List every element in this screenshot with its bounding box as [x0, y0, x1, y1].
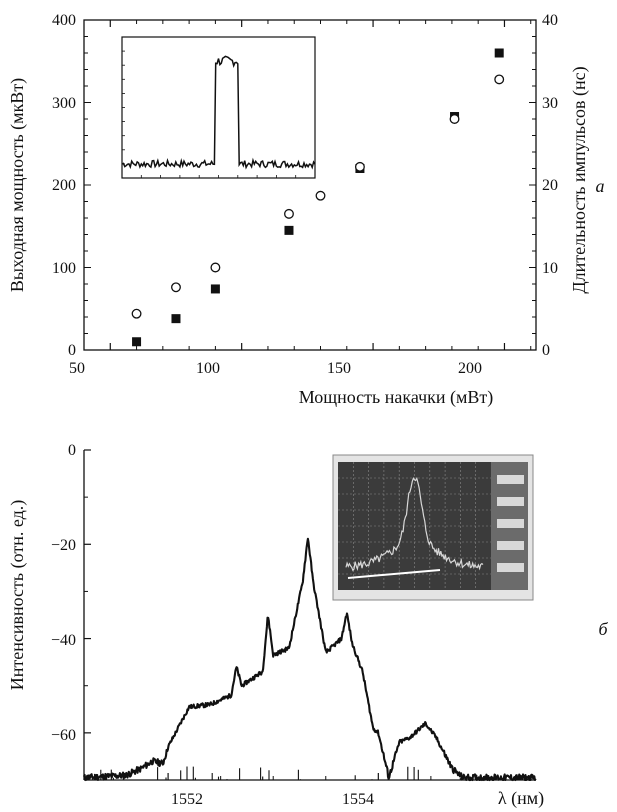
photo-side-box	[497, 563, 524, 572]
y-tick-label: 0	[68, 342, 76, 359]
data-point-square	[132, 337, 142, 347]
panel-b-tick-labels: 0 −20 −40 −60 1552 1554	[51, 442, 374, 808]
panel-a-ticks	[84, 19, 536, 351]
photo-side-box	[497, 497, 524, 506]
spectrum-noise-floor	[84, 766, 536, 781]
inset-a-frame	[121, 36, 316, 179]
y-axis-label: Выходная мощность (мкВт)	[7, 78, 28, 292]
inset-a	[121, 36, 316, 179]
y-tick-label: −20	[51, 537, 76, 554]
y-tick-label: −40	[51, 632, 76, 649]
panel-b: 0 −20 −40 −60 1552 1554 λ (нм) Интенсивн…	[7, 442, 608, 809]
data-point-circle	[171, 282, 181, 293]
y-tick-label: 200	[52, 177, 76, 194]
y-tick-label: −60	[51, 727, 76, 744]
data-point-square	[284, 225, 294, 235]
data-point-square	[494, 48, 504, 58]
panel-letter-b: б	[598, 619, 608, 639]
photo-side-box	[497, 519, 524, 528]
photo-side-box	[497, 541, 524, 550]
inset-photo-trace	[345, 476, 484, 572]
spectrum-line	[83, 537, 537, 782]
x-axis-label: Мощность накачки (мВт)	[299, 387, 494, 408]
data-point-circle	[354, 161, 365, 172]
inset-photo-side-boxes	[497, 475, 524, 572]
x-axis-label: λ (нм)	[498, 788, 544, 809]
inset-pulse-trace	[121, 55, 316, 170]
scatter-series-circles	[131, 74, 505, 319]
inset-photo-grid	[338, 462, 491, 590]
y2-axis-label: Длительность импульсов (нс)	[569, 66, 590, 293]
photo-side-box	[497, 475, 524, 484]
y-tick-label: 0	[68, 442, 76, 459]
panel-a-tick-labels: 50 100 150 200 0 100 200 300 400 0 10 20…	[52, 12, 558, 377]
x-tick-label: 100	[196, 360, 220, 377]
x-tick-label: 50	[69, 360, 85, 377]
panel-a: 50 100 150 200 0 100 200 300 400 0 10 20…	[7, 12, 605, 408]
data-point-circle	[284, 208, 294, 219]
x-tick-label: 1554	[342, 791, 374, 808]
panel-b-ticks	[84, 449, 484, 780]
data-point-circle	[210, 262, 221, 273]
y2-tick-label: 40	[542, 12, 558, 29]
y-tick-label: 400	[52, 12, 76, 29]
panel-letter-a: а	[596, 176, 605, 196]
inset-a-ticks	[122, 50, 297, 178]
inset-photo-baseline	[347, 569, 441, 579]
x-tick-label: 150	[327, 360, 351, 377]
y-tick-label: 100	[52, 260, 76, 277]
y-axis-label: Интенсивность (отн. ед.)	[7, 500, 28, 691]
data-point-circle	[449, 114, 460, 124]
y2-tick-label: 20	[542, 177, 558, 194]
data-point-square	[210, 284, 220, 294]
x-tick-label: 200	[458, 360, 482, 377]
data-point-circle	[131, 308, 142, 319]
data-point-square	[171, 314, 181, 324]
y2-tick-label: 30	[542, 95, 558, 112]
y2-tick-label: 0	[542, 342, 550, 359]
y2-tick-label: 10	[542, 260, 558, 277]
inset-b-photo	[332, 454, 534, 601]
y-tick-label: 300	[52, 95, 76, 112]
x-tick-label: 1552	[171, 791, 203, 808]
data-point-circle	[494, 74, 505, 85]
data-point-circle	[315, 190, 326, 201]
